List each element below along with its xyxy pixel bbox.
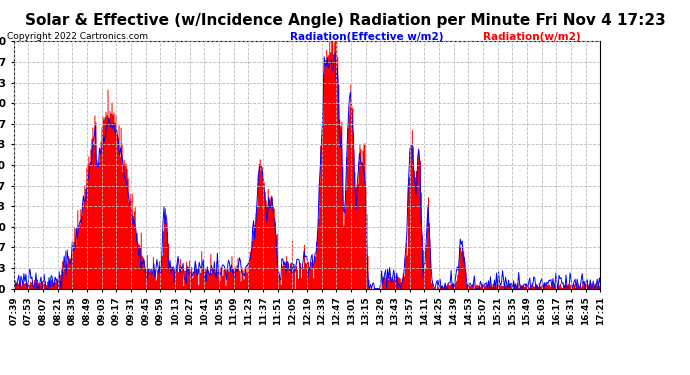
Text: Radiation(w/m2): Radiation(w/m2) [483, 32, 580, 42]
Text: Solar & Effective (w/Incidence Angle) Radiation per Minute Fri Nov 4 17:23: Solar & Effective (w/Incidence Angle) Ra… [25, 13, 665, 28]
Text: Radiation(Effective w/m2): Radiation(Effective w/m2) [290, 32, 443, 42]
Text: Copyright 2022 Cartronics.com: Copyright 2022 Cartronics.com [7, 32, 148, 41]
